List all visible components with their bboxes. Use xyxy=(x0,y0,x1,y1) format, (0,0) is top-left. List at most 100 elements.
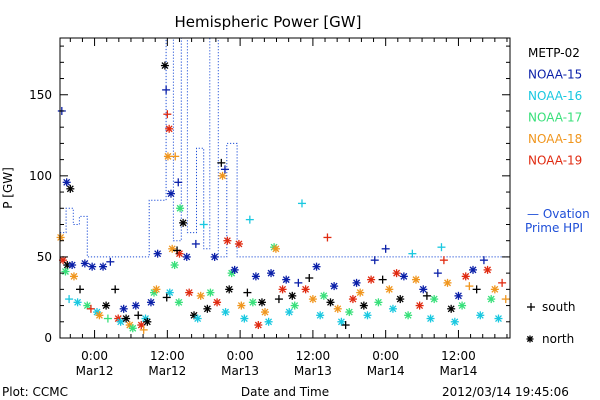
data-point-metp-02-north xyxy=(179,218,188,227)
data-point-metp-02-north xyxy=(447,304,456,313)
data-point-metp-02-north xyxy=(257,298,266,307)
data-point-noaa-15-south xyxy=(220,165,229,174)
data-point-metp-02-south xyxy=(378,275,387,284)
y-tick-label: 0 xyxy=(44,331,52,345)
data-point-noaa-15-north xyxy=(119,304,128,313)
data-point-noaa-15-north xyxy=(230,265,239,274)
data-point-noaa-15-north xyxy=(399,272,408,281)
data-point-metp-02-north xyxy=(203,304,212,313)
data-point-noaa-15-north xyxy=(99,262,108,271)
data-point-noaa-15-south xyxy=(381,244,390,253)
data-point-noaa-15-north xyxy=(312,262,321,271)
data-point-noaa-16-south xyxy=(245,215,254,224)
data-point-noaa-19-north xyxy=(254,321,263,330)
data-point-noaa-15-south xyxy=(106,257,115,266)
data-point-noaa-15-north xyxy=(419,285,428,294)
data-point-noaa-19-south xyxy=(498,278,507,287)
data-point-noaa-17-north xyxy=(170,261,179,270)
ovation-legend-sublabel: Prime HPI xyxy=(525,221,583,235)
data-point-noaa-16-north xyxy=(337,317,346,326)
x-tick-label-time: 0:00 xyxy=(227,349,254,363)
data-point-metp-02-south xyxy=(76,285,85,294)
ovation-line xyxy=(60,37,510,258)
data-point-noaa-17-north xyxy=(206,288,215,297)
data-points xyxy=(56,61,510,334)
x-tick-label-time: 0:00 xyxy=(372,349,399,363)
data-point-noaa-15-north xyxy=(182,252,191,261)
north-marker-label: north xyxy=(542,332,574,346)
data-point-noaa-18-north xyxy=(356,288,365,297)
data-point-noaa-15-north xyxy=(251,272,260,281)
data-point-metp-02-south xyxy=(134,311,143,320)
data-point-noaa-15-north xyxy=(131,301,140,310)
data-point-noaa-19-north xyxy=(367,275,376,284)
data-point-noaa-16-north xyxy=(426,314,435,323)
data-point-noaa-19-north xyxy=(185,288,194,297)
north-marker-icon xyxy=(526,335,534,343)
x-tick-label-time: 12:00 xyxy=(150,349,185,363)
data-point-metp-02-south xyxy=(111,285,120,294)
data-point-noaa-19-north xyxy=(415,301,424,310)
plot-frame xyxy=(59,37,511,339)
data-point-metp-02-north xyxy=(66,184,75,193)
data-point-metp-02-north xyxy=(288,291,297,300)
data-point-noaa-17-north xyxy=(128,324,137,333)
data-point-metp-02-north xyxy=(359,301,368,310)
data-point-noaa-18-south xyxy=(171,152,180,161)
data-point-metp-02-south xyxy=(422,291,431,300)
data-point-noaa-19-north xyxy=(392,269,401,278)
data-point-noaa-17-north xyxy=(290,301,299,310)
data-point-metp-02-north xyxy=(102,301,111,310)
data-point-metp-02-north xyxy=(143,317,152,326)
legend-entry-noaa-17: NOAA-17 xyxy=(528,111,582,125)
x-axis-label: Date and Time xyxy=(241,385,329,399)
data-point-noaa-16-north xyxy=(264,317,273,326)
data-point-noaa-18-north xyxy=(152,285,161,294)
x-tick-label-date: Mar13 xyxy=(294,364,332,378)
legend-entry-noaa-19: NOAA-19 xyxy=(528,154,582,168)
x-tick-label-time: 0:00 xyxy=(81,349,108,363)
data-point-noaa-15-north xyxy=(282,275,291,284)
data-point-noaa-15-south xyxy=(370,256,379,265)
data-point-noaa-18-south xyxy=(501,295,510,304)
x-tick-label-time: 12:00 xyxy=(296,349,331,363)
data-point-noaa-15-north xyxy=(153,249,162,258)
data-point-noaa-19-north xyxy=(213,298,222,307)
data-point-noaa-19-north xyxy=(165,124,174,133)
data-point-noaa-16-south xyxy=(65,295,74,304)
chart-title: Hemispheric Power [GW] xyxy=(175,13,362,31)
data-point-noaa-16-north xyxy=(193,314,202,323)
y-tick-label: 100 xyxy=(29,169,52,183)
data-point-noaa-15-south xyxy=(162,85,171,94)
data-point-noaa-16-north xyxy=(494,314,503,323)
data-point-noaa-15-south xyxy=(479,256,488,265)
data-point-noaa-19-south xyxy=(163,110,172,119)
data-point-noaa-18-north xyxy=(490,285,499,294)
ovation-series xyxy=(60,37,510,258)
data-point-noaa-16-north xyxy=(388,304,397,313)
x-tick-label-date: Mar12 xyxy=(76,364,114,378)
plot-axes xyxy=(59,37,511,339)
data-point-noaa-15-south xyxy=(174,178,183,187)
plot-credit: Plot: CCMC xyxy=(2,385,68,399)
data-point-noaa-19-north xyxy=(234,239,243,248)
data-point-noaa-17-north xyxy=(61,267,70,276)
data-point-metp-02-north xyxy=(396,295,405,304)
data-point-noaa-19-north xyxy=(301,285,310,294)
data-point-metp-02-north xyxy=(122,314,131,323)
data-point-metp-02-south xyxy=(305,274,314,282)
y-axis-label: P [GW] xyxy=(1,167,15,209)
plot-timestamp: 2012/03/14 19:45:06 xyxy=(442,385,569,399)
data-point-noaa-19-north xyxy=(483,265,492,274)
data-point-noaa-19-north xyxy=(223,236,232,245)
data-point-noaa-15-north xyxy=(469,265,478,274)
data-point-noaa-17-north xyxy=(174,298,183,307)
data-point-metp-02-south xyxy=(274,295,283,304)
data-point-noaa-18-north xyxy=(260,308,269,317)
data-point-noaa-16-north xyxy=(363,311,372,320)
data-point-noaa-17-north xyxy=(319,291,328,300)
data-point-noaa-19-north xyxy=(461,272,470,281)
legend-entry-noaa-16: NOAA-16 xyxy=(528,89,582,103)
data-point-noaa-16-south xyxy=(199,220,208,229)
south-marker-label: south xyxy=(542,300,576,314)
